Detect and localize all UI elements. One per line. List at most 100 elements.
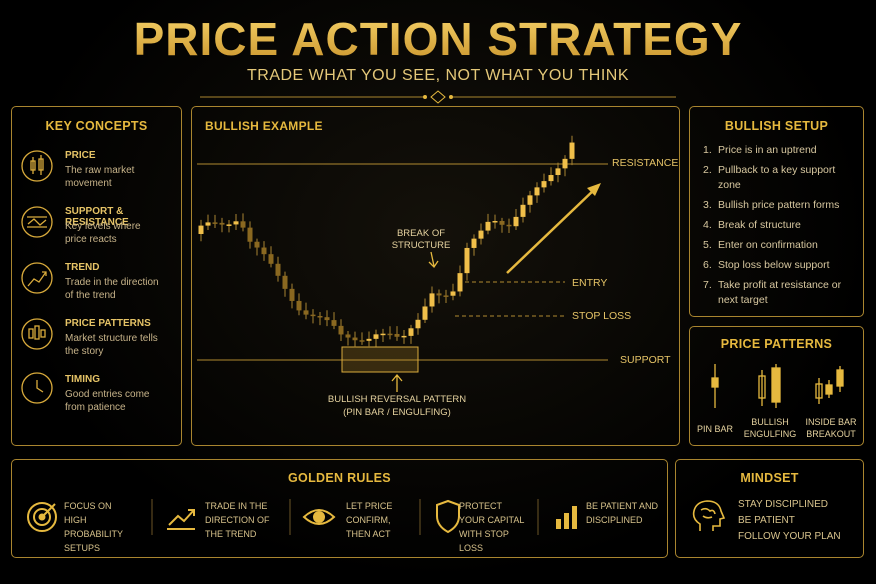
concept-title: SUPPORT & RESISTANCE bbox=[65, 206, 129, 228]
mindset-icon bbox=[692, 500, 726, 531]
subtitle: TRADE WHAT YOU SEE, NOT WHAT YOU THINK bbox=[246, 67, 629, 84]
candle-body bbox=[394, 333, 400, 337]
candle-body bbox=[464, 247, 470, 274]
candle-body bbox=[443, 295, 449, 297]
candle-body bbox=[366, 338, 372, 341]
candle-body bbox=[331, 320, 337, 326]
entry-label: ENTRY bbox=[572, 277, 608, 289]
step-text: Stop loss below support bbox=[718, 259, 830, 271]
example-title: BULLISH EXAMPLE bbox=[205, 119, 323, 133]
candle-body bbox=[520, 204, 526, 217]
candle-body bbox=[380, 333, 386, 336]
candle-body bbox=[261, 247, 267, 255]
rule-text: TRADE IN THE DIRECTION OF THE TREND bbox=[205, 501, 270, 539]
candle-body bbox=[513, 216, 519, 227]
candle-body bbox=[289, 288, 295, 301]
candle-body bbox=[422, 306, 428, 320]
step-text: Break of structure bbox=[718, 219, 801, 231]
panel-title: PRICE PATTERNS bbox=[720, 337, 833, 351]
resistance-label: RESISTANCE bbox=[612, 157, 679, 169]
panel-title: MINDSET bbox=[740, 471, 799, 485]
candle-body bbox=[205, 222, 211, 226]
candle-body bbox=[534, 187, 540, 196]
candle-body bbox=[478, 230, 484, 239]
rule-text: LET PRICE CONFIRM, THEN ACT bbox=[346, 501, 393, 539]
candle-body bbox=[233, 221, 239, 225]
candle-body bbox=[303, 310, 309, 315]
mindset-item: STAY DISCIPLINED bbox=[738, 499, 829, 510]
step-number: 5. bbox=[703, 239, 712, 251]
step-text: Bullish price pattern forms bbox=[718, 199, 840, 211]
concept-text: The raw market movement bbox=[65, 165, 135, 189]
rule-text: BE PATIENT AND DISCIPLINED bbox=[586, 501, 659, 525]
candle-body bbox=[352, 337, 358, 341]
pattern-name: PIN BAR bbox=[696, 424, 733, 434]
candle-body bbox=[268, 254, 274, 264]
candle-body bbox=[471, 238, 477, 248]
concept-title: TIMING bbox=[65, 374, 100, 385]
candle-body bbox=[555, 168, 561, 176]
example-panel bbox=[191, 106, 680, 446]
candle-body bbox=[254, 241, 260, 248]
candle-body bbox=[499, 220, 505, 225]
pattern-sub-label: (PIN BAR / ENGULFING) bbox=[343, 407, 451, 418]
concept-text: Good entries come from patience bbox=[65, 389, 150, 413]
support-label: SUPPORT bbox=[620, 354, 671, 366]
panel-title: GOLDEN RULES bbox=[288, 471, 391, 485]
trend-arrow-head bbox=[587, 183, 601, 196]
concept-title: PRICE PATTERNS bbox=[65, 318, 151, 329]
candle-body bbox=[387, 333, 393, 336]
concept-title: TREND bbox=[65, 262, 100, 273]
patterns-panel bbox=[689, 326, 864, 446]
candle-body bbox=[429, 293, 435, 307]
candle-body bbox=[415, 319, 421, 329]
candle-body bbox=[506, 224, 512, 227]
candle-body bbox=[485, 221, 491, 231]
ornament bbox=[200, 90, 676, 104]
key-concepts-panel bbox=[11, 106, 182, 446]
step-text: Pullback to a key support zone bbox=[718, 164, 836, 191]
candle-body bbox=[401, 335, 407, 338]
candle-body bbox=[247, 227, 253, 242]
rule-icons bbox=[27, 499, 577, 535]
pattern-name: BULLISH ENGULFING bbox=[743, 417, 797, 439]
break-arrow bbox=[428, 251, 439, 269]
candle-body bbox=[226, 224, 232, 226]
candle-body bbox=[282, 275, 288, 289]
candle-body bbox=[492, 220, 498, 223]
pattern-icons bbox=[711, 364, 844, 408]
candle-body bbox=[317, 315, 323, 318]
setup-panel bbox=[689, 106, 864, 317]
mindset-panel bbox=[675, 459, 864, 558]
example-chart bbox=[197, 135, 608, 392]
pattern-name: INSIDE BAR BREAKOUT bbox=[805, 417, 857, 439]
mindset-item: BE PATIENT bbox=[738, 515, 795, 526]
stop-loss-label: STOP LOSS bbox=[572, 310, 632, 322]
concept-icons bbox=[21, 150, 53, 404]
concept-title: PRICE bbox=[65, 150, 96, 161]
step-number: 6. bbox=[703, 259, 712, 271]
step-number: 3. bbox=[703, 199, 712, 211]
candle-body bbox=[569, 142, 575, 159]
concept-text: Key levels where price reacts bbox=[65, 221, 141, 245]
candle-body bbox=[324, 317, 330, 321]
rules-panel bbox=[11, 459, 668, 558]
candle-body bbox=[212, 222, 218, 224]
rule-text: PROTECT YOUR CAPITAL WITH STOP LOSS bbox=[459, 501, 525, 553]
candle-body bbox=[541, 181, 547, 188]
step-number: 7. bbox=[703, 279, 712, 291]
candle-body bbox=[275, 263, 281, 276]
rule-text: FOCUS ON HIGH PROBABILITY SETUPS bbox=[64, 501, 123, 553]
step-number: 1. bbox=[703, 144, 712, 156]
break-label: BREAK OF STRUCTURE bbox=[391, 228, 451, 251]
concept-text: Market structure tells the story bbox=[65, 333, 158, 357]
candle-body bbox=[527, 195, 533, 205]
candle-body bbox=[345, 334, 351, 338]
candle-body bbox=[198, 225, 204, 234]
candle-body bbox=[338, 325, 344, 335]
candle-body bbox=[436, 293, 442, 296]
concept-text: Trade in the direction of the trend bbox=[65, 277, 159, 301]
trend-arrow bbox=[506, 187, 597, 274]
candle-body bbox=[310, 314, 316, 317]
